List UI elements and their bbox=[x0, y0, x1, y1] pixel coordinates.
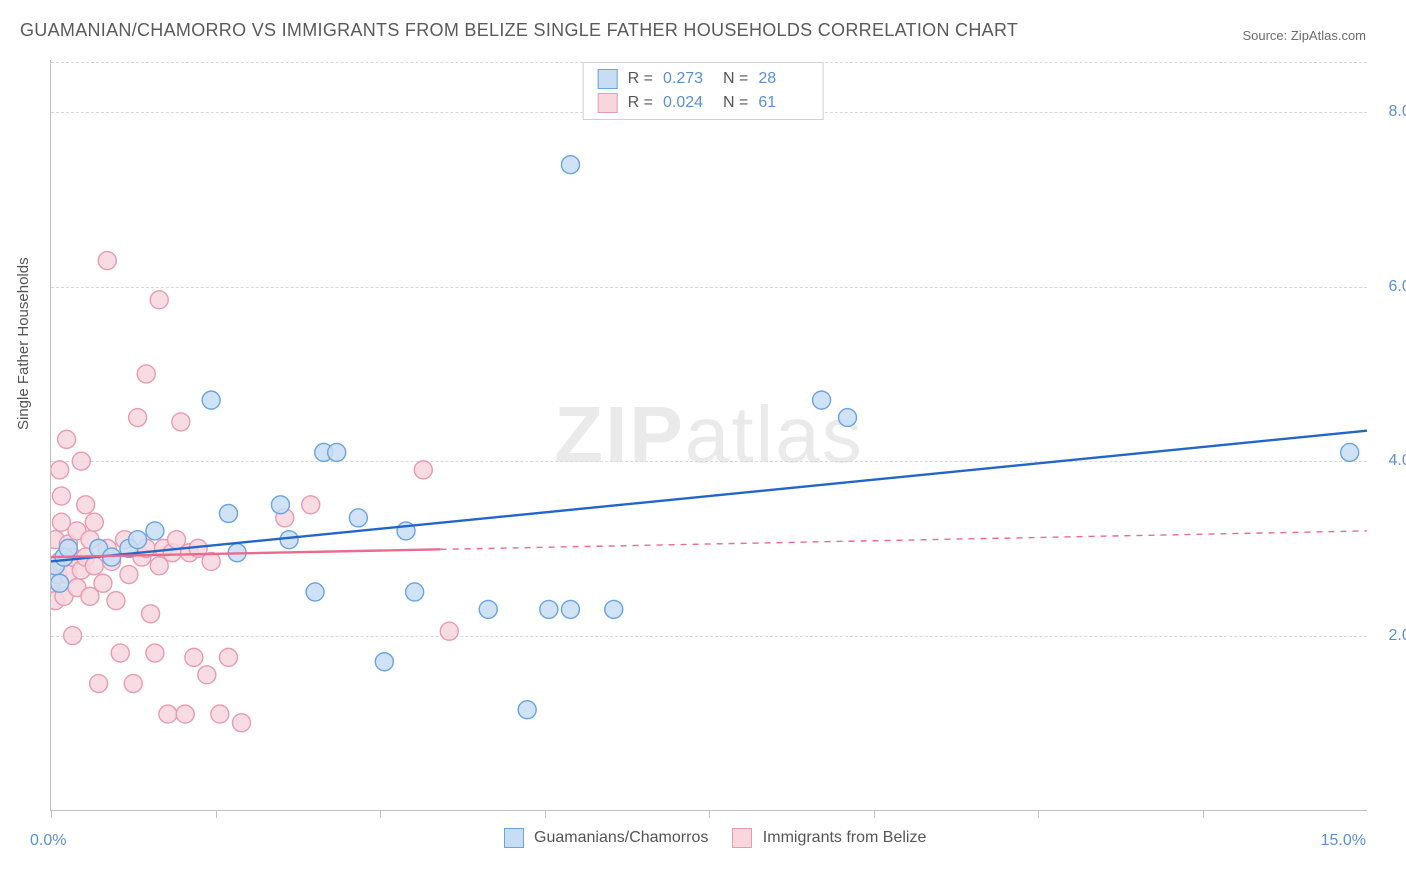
x-tick bbox=[545, 810, 546, 818]
scatter-point bbox=[94, 574, 112, 592]
legend-n-label: N = bbox=[723, 94, 748, 112]
x-tick bbox=[216, 810, 217, 818]
scatter-point bbox=[280, 531, 298, 549]
scatter-point bbox=[85, 513, 103, 531]
scatter-point bbox=[839, 409, 857, 427]
scatter-point bbox=[440, 622, 458, 640]
x-tick bbox=[1203, 810, 1204, 818]
scatter-point bbox=[349, 509, 367, 527]
scatter-point bbox=[59, 539, 77, 557]
scatter-point bbox=[120, 566, 138, 584]
x-tick bbox=[874, 810, 875, 818]
plot-area: ZIPatlas 2.0%4.0%6.0%8.0% bbox=[50, 60, 1367, 811]
scatter-point bbox=[129, 531, 147, 549]
scatter-point bbox=[518, 701, 536, 719]
scatter-point bbox=[107, 592, 125, 610]
scatter-point bbox=[146, 522, 164, 540]
scatter-point bbox=[406, 583, 424, 601]
scatter-point bbox=[271, 496, 289, 514]
legend-r-value: 0.273 bbox=[663, 70, 713, 88]
scatter-point bbox=[198, 666, 216, 684]
x-tick bbox=[1038, 810, 1039, 818]
legend-row: R = 0.273 N = 28 bbox=[598, 67, 809, 91]
legend-r-label: R = bbox=[628, 94, 653, 112]
scatter-point bbox=[219, 504, 237, 522]
scatter-point bbox=[375, 653, 393, 671]
scatter-point bbox=[219, 648, 237, 666]
trend-line bbox=[51, 431, 1367, 562]
scatter-point bbox=[211, 705, 229, 723]
legend-n-value: 61 bbox=[758, 94, 808, 112]
y-tick-label: 4.0% bbox=[1389, 452, 1406, 470]
scatter-point bbox=[306, 583, 324, 601]
scatter-point bbox=[85, 557, 103, 575]
scatter-point bbox=[414, 461, 432, 479]
scatter-point bbox=[176, 705, 194, 723]
y-axis-title: Single Father Households bbox=[15, 257, 32, 430]
scatter-point bbox=[159, 705, 177, 723]
scatter-point bbox=[302, 496, 320, 514]
scatter-point bbox=[51, 574, 69, 592]
scatter-point bbox=[172, 413, 190, 431]
scatter-point bbox=[90, 675, 108, 693]
legend-series: Guamanians/Chamorros Immigrants from Bel… bbox=[0, 828, 1406, 848]
legend-label: Guamanians/Chamorros bbox=[530, 829, 709, 846]
scatter-point bbox=[185, 648, 203, 666]
scatter-point bbox=[561, 600, 579, 618]
scatter-point bbox=[479, 600, 497, 618]
scatter-point bbox=[605, 600, 623, 618]
scatter-point bbox=[561, 156, 579, 174]
scatter-point bbox=[58, 430, 76, 448]
scatter-point bbox=[77, 496, 95, 514]
x-tick bbox=[51, 810, 52, 818]
scatter-point bbox=[202, 391, 220, 409]
x-tick bbox=[380, 810, 381, 818]
legend-r-value: 0.024 bbox=[663, 94, 713, 112]
scatter-point bbox=[146, 644, 164, 662]
scatter-point bbox=[111, 644, 129, 662]
scatter-point bbox=[129, 409, 147, 427]
scatter-point bbox=[72, 452, 90, 470]
x-tick bbox=[709, 810, 710, 818]
scatter-point bbox=[142, 605, 160, 623]
legend-swatch bbox=[598, 69, 618, 89]
legend-row: R = 0.024 N = 61 bbox=[598, 91, 809, 115]
legend-n-value: 28 bbox=[758, 70, 808, 88]
scatter-point bbox=[1341, 443, 1359, 461]
scatter-point bbox=[51, 461, 69, 479]
legend-r-label: R = bbox=[628, 70, 653, 88]
legend-swatch bbox=[504, 828, 524, 848]
scatter-point bbox=[150, 291, 168, 309]
scatter-point bbox=[98, 252, 116, 270]
legend-swatch bbox=[598, 93, 618, 113]
legend-swatch bbox=[732, 828, 752, 848]
y-tick-label: 8.0% bbox=[1389, 103, 1406, 121]
scatter-point bbox=[232, 714, 250, 732]
chart-title: GUAMANIAN/CHAMORRO VS IMMIGRANTS FROM BE… bbox=[20, 20, 1018, 41]
trend-line-dashed bbox=[441, 531, 1367, 549]
y-tick-label: 2.0% bbox=[1389, 627, 1406, 645]
scatter-point bbox=[328, 443, 346, 461]
scatter-point bbox=[137, 365, 155, 383]
legend-label: Immigrants from Belize bbox=[758, 829, 926, 846]
scatter-point bbox=[124, 675, 142, 693]
legend-correlation: R = 0.273 N = 28 R = 0.024 N = 61 bbox=[583, 62, 824, 120]
scatter-point bbox=[813, 391, 831, 409]
y-tick-label: 6.0% bbox=[1389, 278, 1406, 296]
scatter-point bbox=[52, 487, 70, 505]
scatter-point bbox=[64, 627, 82, 645]
scatter-svg bbox=[51, 60, 1367, 810]
legend-n-label: N = bbox=[723, 70, 748, 88]
source-label: Source: ZipAtlas.com bbox=[1242, 28, 1366, 43]
scatter-point bbox=[540, 600, 558, 618]
